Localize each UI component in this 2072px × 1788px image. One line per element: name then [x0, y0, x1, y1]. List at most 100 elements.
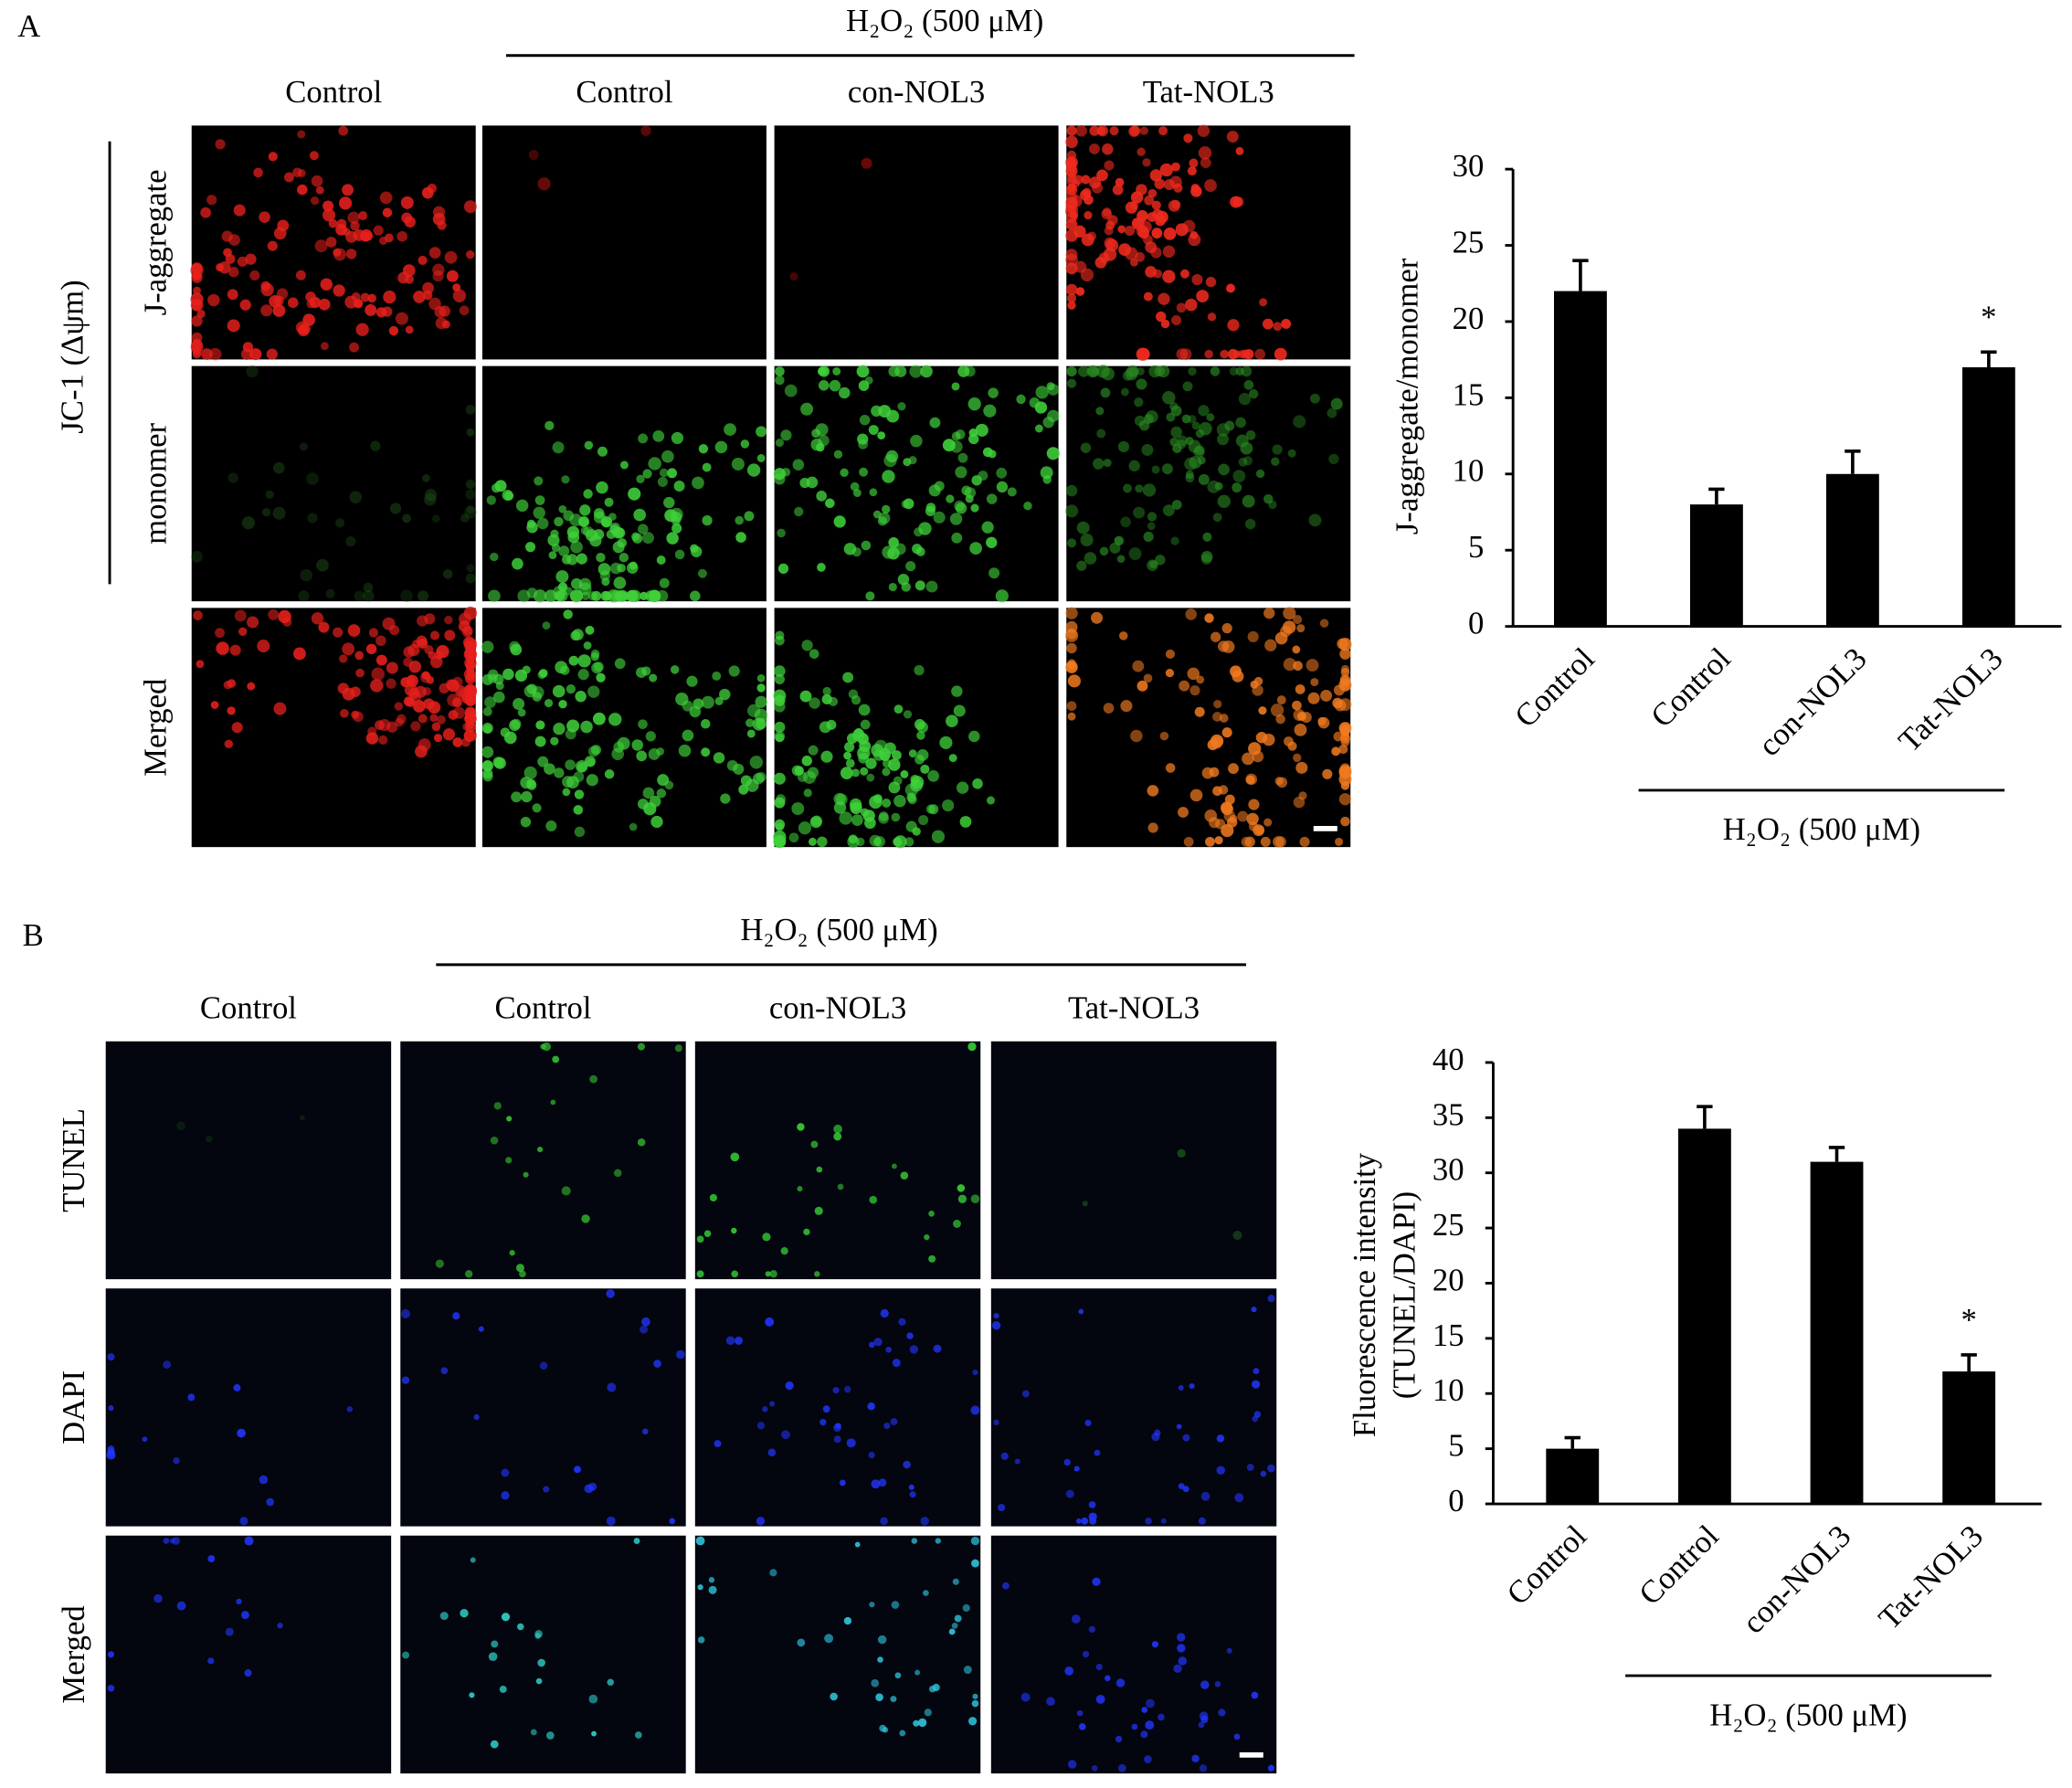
cell [869, 488, 878, 497]
error-bar [1697, 1105, 1713, 1129]
cell [1271, 457, 1280, 466]
cell [872, 794, 883, 804]
cell [1232, 196, 1244, 207]
cell [169, 1538, 175, 1544]
cell [1151, 1433, 1160, 1442]
cell [1212, 712, 1222, 722]
cell [227, 706, 236, 715]
column-label: con-NOL3 [848, 74, 985, 110]
cell [422, 281, 435, 294]
cell [509, 1250, 515, 1256]
cell [282, 617, 292, 627]
cell [967, 1042, 977, 1052]
cell [337, 682, 349, 694]
cell [452, 676, 463, 688]
cell [1035, 386, 1049, 399]
cell [368, 628, 379, 638]
cell [888, 582, 897, 592]
micrograph-background [481, 125, 766, 360]
cell [702, 515, 713, 526]
cell [501, 1491, 510, 1500]
cell [566, 776, 579, 789]
cell [906, 1332, 914, 1339]
cell [659, 577, 670, 588]
cell [596, 481, 608, 494]
cell [1270, 704, 1284, 717]
cell [735, 515, 745, 525]
cell [1245, 775, 1255, 785]
cell [586, 757, 596, 767]
cell [505, 1157, 513, 1164]
micrograph [694, 1535, 981, 1774]
cell [730, 1152, 740, 1162]
cell [1065, 484, 1078, 497]
cell [1143, 291, 1153, 302]
cell [880, 1308, 889, 1318]
cell [847, 835, 860, 849]
cell [1295, 684, 1306, 694]
cell [775, 822, 784, 831]
cell [860, 767, 869, 776]
cell [465, 489, 476, 500]
cell [1218, 785, 1229, 795]
cell [1149, 560, 1158, 569]
cell [713, 752, 725, 764]
cell [1202, 532, 1212, 542]
cell [695, 1536, 705, 1546]
cell [1095, 407, 1105, 416]
cell [566, 719, 580, 733]
y-tick-label: 0 [1468, 606, 1484, 641]
cell [227, 289, 238, 301]
cell [349, 342, 359, 353]
cell [1162, 504, 1175, 516]
y-tick-label: 40 [1432, 1042, 1464, 1077]
cell [550, 736, 559, 746]
cell [765, 1271, 771, 1277]
cell [494, 480, 507, 492]
cell [1179, 680, 1190, 692]
cell [1250, 680, 1259, 689]
cell [442, 728, 456, 741]
micrograph [191, 606, 478, 848]
cell [858, 752, 869, 764]
cell [1020, 1692, 1031, 1702]
cell [349, 491, 363, 503]
cell [1243, 380, 1254, 390]
cell [1205, 276, 1217, 288]
cell [1298, 791, 1307, 800]
cell [107, 1448, 115, 1456]
cell [1185, 470, 1194, 480]
cell [1331, 746, 1341, 756]
cell [1065, 504, 1079, 518]
cell [808, 745, 819, 756]
cell [649, 673, 658, 682]
cell [395, 312, 408, 325]
cell [1046, 1697, 1055, 1707]
cell [493, 1102, 502, 1110]
cell [463, 728, 478, 743]
cell [551, 544, 561, 553]
y-tick-label: 20 [1453, 301, 1485, 336]
cell [1214, 1681, 1221, 1687]
cell [1067, 183, 1076, 193]
cell [481, 760, 493, 771]
cell [817, 563, 826, 572]
cell [850, 481, 860, 492]
cell [857, 365, 870, 378]
micrograph [105, 1535, 392, 1774]
cell [1080, 533, 1094, 547]
cell [1176, 1633, 1186, 1642]
cell [383, 291, 396, 304]
cell [574, 789, 585, 799]
cell [649, 795, 661, 808]
cell [784, 384, 798, 397]
cell [500, 727, 511, 737]
cell [1145, 1720, 1155, 1730]
cell [460, 513, 470, 523]
cell [777, 528, 786, 538]
cell [1170, 405, 1182, 417]
cell [1145, 1518, 1152, 1525]
cell [697, 568, 707, 578]
cell [358, 211, 368, 221]
